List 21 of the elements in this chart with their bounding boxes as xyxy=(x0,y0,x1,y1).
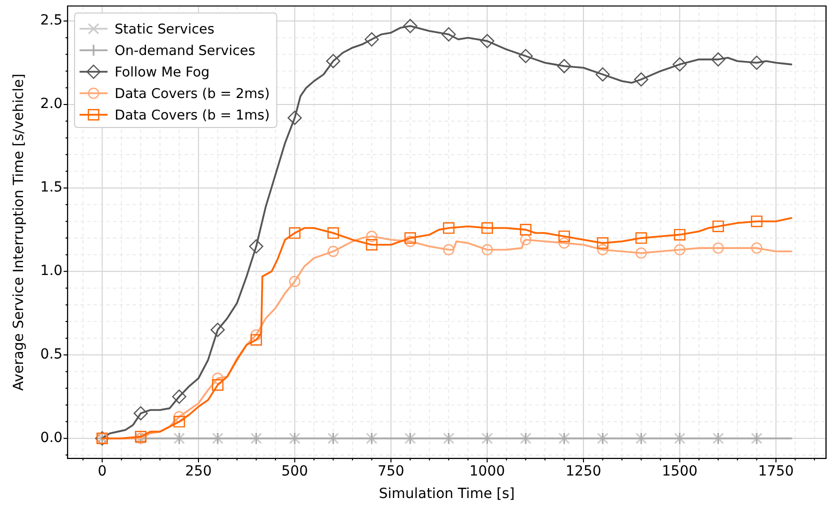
legend-label: Data Covers (b = 1ms) xyxy=(114,107,270,124)
y-tick-label: 0.5 xyxy=(40,346,63,363)
y-tick-label: 1.0 xyxy=(40,263,63,280)
y-tick-label: 1.5 xyxy=(40,180,63,196)
legend-label: Static Services xyxy=(114,21,214,38)
x-tick-label: 1750 xyxy=(758,463,794,480)
y-axis-title: Average Service Interruption Time [s/vehicle] xyxy=(11,74,28,391)
legend-label: Data Covers (b = 2ms) xyxy=(114,86,270,102)
y-tick-label: 2.0 xyxy=(40,96,63,112)
y-tick-label: 0.0 xyxy=(40,430,63,446)
x-axis-title: Simulation Time [s] xyxy=(378,486,515,502)
x-tick-label: 1250 xyxy=(566,463,602,480)
x-tick-label: 750 xyxy=(378,463,404,480)
legend-label: Follow Me Fog xyxy=(114,64,210,80)
x-tick-label: 500 xyxy=(281,463,308,480)
x-tick-label: 250 xyxy=(185,463,212,480)
legend-label: On-demand Services xyxy=(114,42,256,59)
x-tick-label: 1500 xyxy=(662,463,698,480)
x-tick-label: 0 xyxy=(98,463,107,480)
x-tick-label: 1000 xyxy=(469,463,506,480)
y-tick-label: 2.5 xyxy=(40,12,63,29)
